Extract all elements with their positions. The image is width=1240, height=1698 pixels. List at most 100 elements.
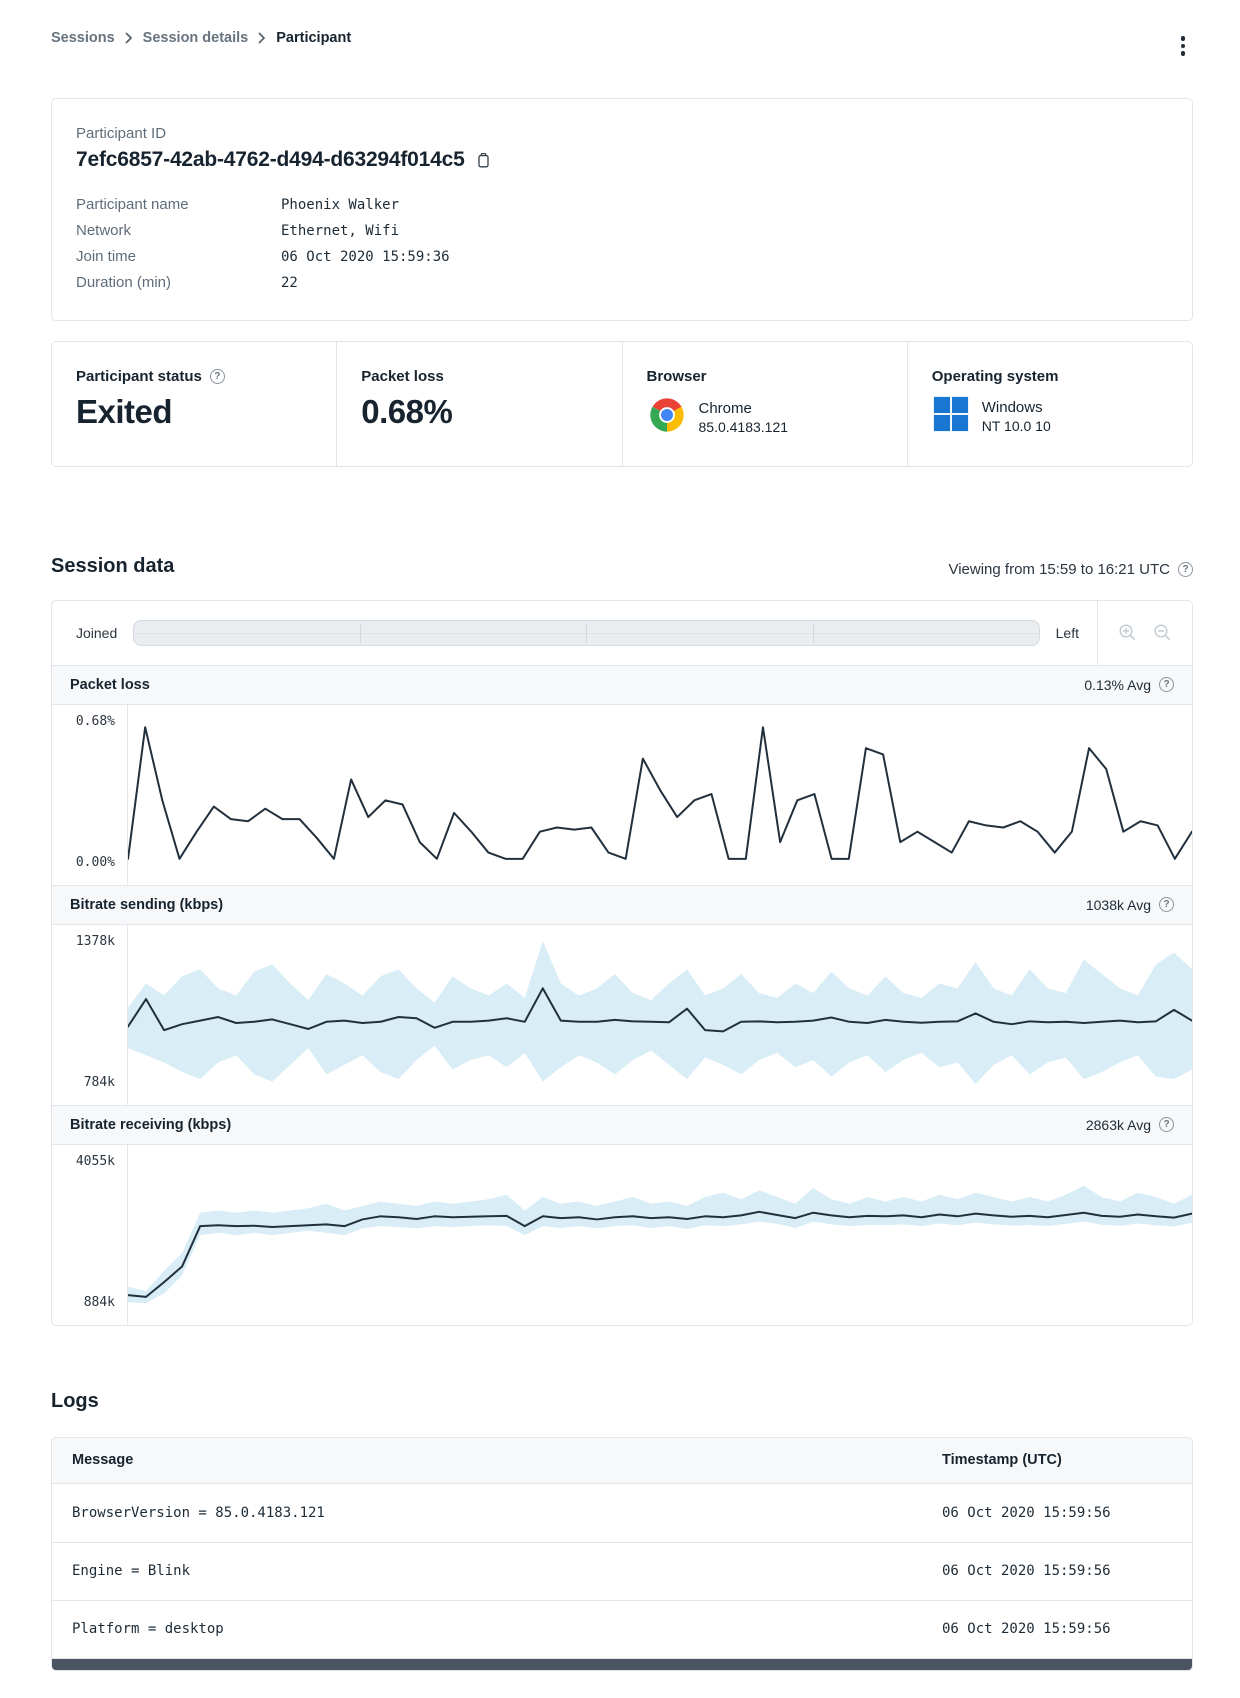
detail-row: Network Ethernet, Wifi (76, 218, 1168, 244)
packet-loss-chart: 0.68% 0.00% (52, 704, 1192, 885)
session-data-panel: Joined Left Packet loss 0.13% Avg (51, 599, 1193, 1326)
y-axis-min-label: 0.00% (75, 854, 115, 870)
bitrate-sending-chart: 1378k 784k (52, 924, 1192, 1105)
detail-label: Participant name (76, 196, 189, 213)
timeline-slider[interactable] (133, 619, 1040, 646)
copy-icon[interactable] (475, 152, 492, 169)
timeline-start-label: Joined (76, 624, 118, 641)
os-name: Windows (981, 398, 1043, 416)
zoom-out-icon[interactable] (1153, 623, 1172, 642)
help-icon[interactable] (1159, 897, 1174, 912)
chevron-right-icon (258, 32, 266, 44)
detail-row: Duration (min) 22 (76, 270, 1168, 296)
y-axis-min-label: 884k (83, 1294, 115, 1310)
browser-version: 85.0.4183.121 (698, 418, 789, 435)
breadcrumb-session-details[interactable]: Session details (142, 30, 249, 46)
log-message: BrowserVersion = 85.0.4183.121 (72, 1504, 325, 1521)
detail-label: Network (76, 222, 132, 239)
y-axis-max-label: 1378k (75, 933, 115, 949)
os-version: NT 10.0 10 (981, 417, 1051, 434)
log-timestamp: 06 Oct 2020 15:59:56 (942, 1504, 1111, 1521)
windows-icon (932, 395, 970, 438)
chrome-icon (647, 395, 687, 440)
help-icon[interactable] (1159, 677, 1174, 692)
bitrate-receiving-plot (128, 1145, 1192, 1325)
status-cards-row: Participant status Exited Packet loss 0.… (51, 340, 1193, 467)
detail-value: 22 (281, 274, 298, 291)
detail-row: Join time 06 Oct 2020 15:59:36 (76, 244, 1168, 270)
breadcrumb: Sessions Session details Participant (51, 30, 351, 46)
participant-status-card: Participant status Exited (52, 342, 336, 466)
packet-loss-card: Packet loss 0.68% (336, 341, 621, 466)
bitrate-sending-plot (128, 925, 1192, 1105)
packet-loss-plot (128, 705, 1192, 885)
timeline-end-label: Left (1055, 624, 1079, 641)
bitrate-sending-y-axis: 1378k 784k (52, 924, 128, 1105)
help-icon[interactable] (1178, 561, 1193, 577)
viewing-range: Viewing from 15:59 to 16:21 UTC (948, 561, 1193, 578)
detail-value: 06 Oct 2020 15:59:36 (281, 248, 450, 265)
timeline-row: Joined Left (52, 600, 1192, 665)
packet-loss-avg: 0.13% Avg (1084, 676, 1151, 693)
top-bar: Sessions Session details Participant (51, 30, 1193, 62)
log-timestamp: 06 Oct 2020 15:59:56 (942, 1563, 1111, 1579)
logs-title: Logs (51, 1389, 99, 1412)
logs-table: Message Timestamp (UTC) BrowserVersion =… (51, 1436, 1193, 1671)
browser-card: Browser Chrome 85.0.4183.121 (621, 341, 907, 466)
log-row: Platform = desktop 06 Oct 2020 15:59:56 (52, 1599, 1192, 1658)
breadcrumb-sessions[interactable]: Sessions (51, 30, 115, 46)
detail-label: Duration (min) (76, 274, 172, 291)
bitrate-receiving-avg: 2863k Avg (1085, 1116, 1151, 1133)
participant-status-value: Exited (76, 392, 173, 430)
packet-loss-chart-title: Packet loss (70, 676, 150, 693)
participant-details: Participant name Phoenix Walker Network … (76, 192, 1168, 296)
page: Sessions Session details Participant Par… (51, 0, 1193, 1671)
detail-value: Phoenix Walker (281, 196, 400, 213)
bitrate-receiving-chart: 4055k 884k (52, 1144, 1192, 1325)
packet-loss-y-axis: 0.68% 0.00% (52, 704, 128, 885)
participant-id-row: 7efc6857-42ab-4762-d494-d63294f014c5 (76, 148, 1168, 172)
kebab-menu-icon[interactable] (1173, 30, 1194, 62)
y-axis-max-label: 0.68% (75, 713, 115, 729)
chevron-right-icon (125, 32, 132, 44)
viewing-range-text: Viewing from 15:59 to 16:21 UTC (948, 560, 1170, 578)
message-column-header: Message (72, 1452, 134, 1468)
bitrate-receiving-y-axis: 4055k 884k (52, 1144, 128, 1325)
y-axis-min-label: 784k (83, 1074, 115, 1090)
log-message: Engine = Blink (72, 1563, 191, 1579)
participant-id-label: Participant ID (76, 124, 167, 142)
timestamp-column-header: Timestamp (UTC) (942, 1452, 1062, 1468)
log-timestamp: 06 Oct 2020 15:59:56 (942, 1621, 1111, 1637)
browser-label: Browser (646, 367, 707, 385)
bitrate-sending-avg: 1038k Avg (1085, 896, 1151, 913)
packet-loss-chart-header: Packet loss 0.13% Avg (52, 664, 1192, 705)
session-data-header: Session data Viewing from 15:59 to 16:21… (51, 555, 1193, 578)
help-icon[interactable] (209, 368, 225, 384)
logs-partial-row (52, 1657, 1192, 1670)
log-row: BrowserVersion = 85.0.4183.121 06 Oct 20… (52, 1484, 1192, 1542)
participant-id-card: Participant ID 7efc6857-42ab-4762-d494-d… (51, 97, 1193, 321)
timeline-zoom-controls (1097, 600, 1192, 665)
breadcrumb-participant: Participant (276, 30, 352, 46)
os-card: Operating system Windows NT 10.0 10 (906, 341, 1192, 466)
logs-table-header: Message Timestamp (UTC) (52, 1437, 1192, 1484)
bitrate-receiving-chart-header: Bitrate receiving (kbps) 2863k Avg (52, 1104, 1192, 1145)
bitrate-sending-chart-header: Bitrate sending (kbps) 1038k Avg (52, 884, 1192, 925)
help-icon[interactable] (1159, 1117, 1174, 1132)
participant-id-value: 7efc6857-42ab-4762-d494-d63294f014c5 (76, 147, 465, 171)
os-label: Operating system (931, 367, 1059, 385)
bitrate-receiving-chart-title: Bitrate receiving (kbps) (70, 1116, 232, 1133)
log-message: Platform = desktop (72, 1621, 224, 1637)
packet-loss-label: Packet loss (361, 367, 444, 385)
browser-name: Chrome (698, 399, 752, 417)
detail-row: Participant name Phoenix Walker (76, 192, 1168, 218)
detail-value: Ethernet, Wifi (281, 222, 400, 239)
participant-status-label: Participant status (76, 367, 202, 385)
session-data-title: Session data (51, 554, 175, 577)
y-axis-max-label: 4055k (75, 1153, 115, 1169)
packet-loss-value: 0.68% (361, 392, 453, 430)
log-row: Engine = Blink 06 Oct 2020 15:59:56 (52, 1541, 1192, 1600)
detail-label: Join time (76, 248, 137, 265)
bitrate-sending-chart-title: Bitrate sending (kbps) (70, 896, 224, 913)
zoom-in-icon[interactable] (1118, 623, 1137, 642)
